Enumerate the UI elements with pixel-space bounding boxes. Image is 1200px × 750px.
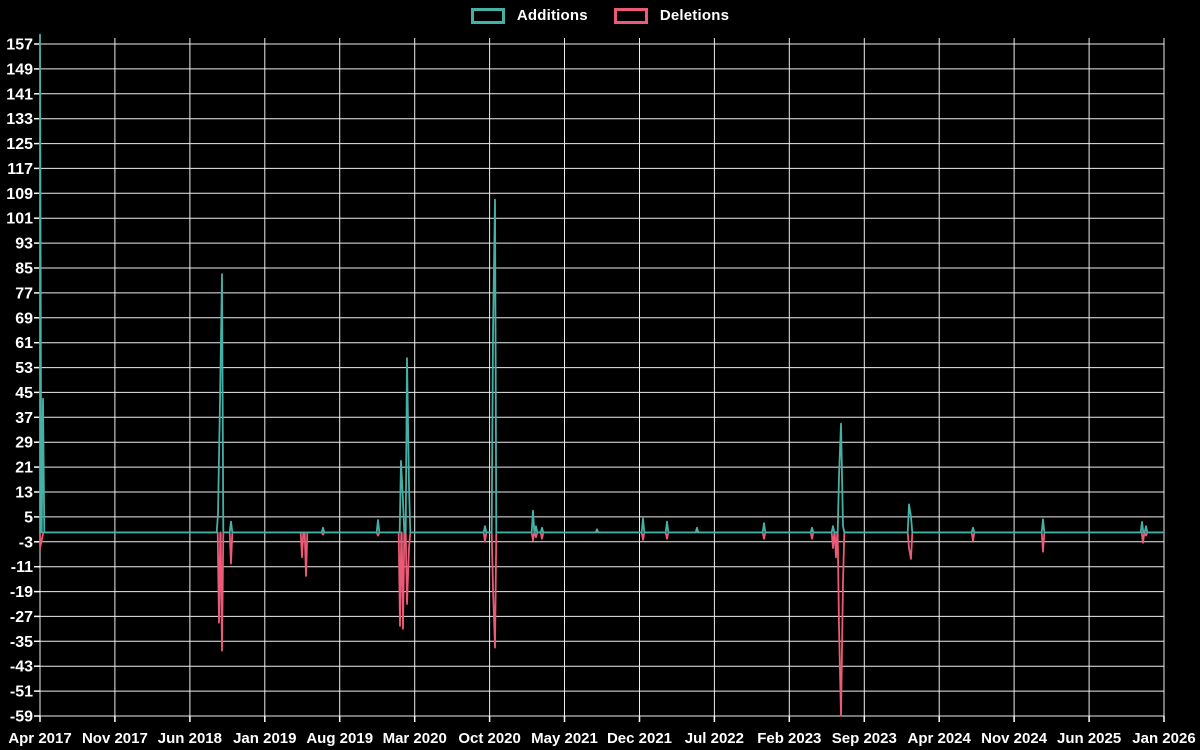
- y-tick-label: 117: [7, 161, 33, 178]
- y-tick-label: 61: [15, 335, 33, 352]
- y-tick-label: -51: [10, 684, 33, 701]
- y-tick-label: -27: [10, 609, 33, 626]
- y-tick-label: 37: [15, 410, 33, 427]
- y-tick-label: -3: [19, 534, 33, 551]
- legend-item-additions[interactable]: Additions: [470, 7, 588, 24]
- x-tick-label: Jun 2018: [158, 730, 222, 747]
- x-tick-label: Oct 2020: [458, 730, 521, 747]
- y-tick-label: 29: [15, 435, 33, 452]
- y-tick-label: 149: [6, 61, 33, 78]
- additions-line: [39, 33, 1165, 534]
- x-tick-label: Nov 2017: [82, 730, 148, 747]
- x-tick-label: Dec 2021: [607, 730, 672, 747]
- y-tick-label: 101: [6, 211, 33, 228]
- x-tick-label: Jan 2019: [233, 730, 296, 747]
- additions-swatch-icon: [470, 7, 505, 24]
- x-tick-label: Aug 2019: [306, 730, 373, 747]
- legend-item-deletions[interactable]: Deletions: [613, 7, 730, 24]
- y-tick-label: 21: [15, 460, 33, 477]
- x-tick-label: Jan 2026: [1132, 730, 1195, 747]
- y-tick-label: -11: [11, 559, 33, 576]
- legend-label-additions: Additions: [516, 7, 588, 24]
- x-tick-label: May 2021: [531, 730, 598, 747]
- y-tick-label: -19: [10, 584, 33, 601]
- x-tick-label: Nov 2024: [981, 730, 1048, 747]
- y-tick-label: 69: [15, 310, 33, 327]
- y-tick-label: 85: [15, 261, 33, 278]
- y-tick-label: 133: [6, 111, 33, 128]
- x-tick-label: Apr 2024: [908, 730, 972, 747]
- y-tick-label: 53: [15, 360, 33, 377]
- x-tick-label: Jul 2022: [685, 730, 744, 747]
- y-tick-label: 141: [6, 86, 33, 103]
- y-tick-label: 157: [6, 37, 33, 54]
- y-tick-label: 45: [15, 385, 33, 402]
- x-tick-label: Apr 2017: [8, 730, 71, 747]
- legend-label-deletions: Deletions: [659, 7, 730, 24]
- x-tick-label: Sep 2023: [832, 730, 897, 747]
- y-tick-label: 77: [15, 285, 33, 302]
- y-tick-label: -43: [10, 659, 33, 676]
- y-tick-label: -59: [10, 709, 33, 726]
- y-tick-label: 93: [15, 236, 33, 253]
- y-tick-label: -35: [10, 634, 33, 651]
- y-tick-label: 125: [6, 136, 33, 153]
- y-tick-label: 109: [6, 186, 33, 203]
- deletions-swatch-icon: [613, 7, 648, 24]
- y-tick-label: 13: [15, 485, 33, 502]
- y-tick-label: 5: [24, 509, 33, 526]
- deletions-line: [39, 531, 1165, 717]
- x-tick-label: Feb 2023: [757, 730, 821, 747]
- chart-legend: Additions Deletions: [0, 7, 1200, 24]
- x-tick-label: Jun 2025: [1057, 730, 1121, 747]
- x-tick-label: Mar 2020: [383, 730, 447, 747]
